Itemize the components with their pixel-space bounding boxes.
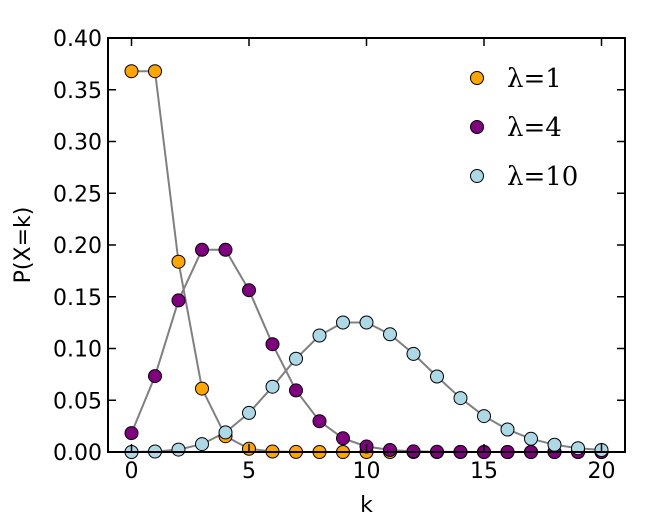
data-point	[124, 426, 139, 441]
data-point	[265, 337, 280, 352]
data-point	[312, 414, 327, 429]
legend-marker	[470, 120, 484, 134]
data-point	[242, 405, 256, 420]
data-point	[312, 328, 327, 343]
data-point	[430, 369, 444, 384]
x-tick-label: 5	[242, 459, 256, 484]
series-line-1	[130, 248, 602, 453]
x-tick-label: 10	[353, 459, 381, 484]
data-point	[406, 346, 421, 361]
y-axis-label: P(X=k)	[11, 207, 36, 284]
data-point	[171, 293, 186, 308]
data-point	[148, 369, 162, 384]
x-tick-label: 20	[588, 459, 616, 484]
x-tick-label: 0	[125, 459, 139, 484]
legend: λ=1 λ=4 λ=10	[470, 64, 578, 192]
y-tick-label: 0.25	[53, 182, 102, 207]
x-tick-label: 15	[470, 459, 498, 484]
data-point	[242, 283, 256, 298]
data-point	[195, 381, 209, 396]
data-point	[359, 315, 374, 330]
plot-frame	[107, 37, 626, 453]
y-tick-label: 0.00	[53, 441, 102, 466]
data-point	[124, 64, 139, 79]
data-point	[336, 431, 350, 446]
legend-label: λ=10	[507, 162, 578, 192]
data-point	[500, 422, 515, 437]
y-tick-label: 0.15	[53, 286, 102, 311]
data-point	[547, 437, 562, 452]
data-point	[383, 443, 397, 457]
legend-label: λ=4	[507, 113, 562, 143]
data-point	[477, 409, 491, 424]
legend-label: λ=1	[507, 64, 562, 94]
data-point	[148, 64, 162, 79]
data-point	[265, 379, 280, 394]
y-tick-label: 0.35	[53, 79, 102, 104]
data-point	[336, 315, 350, 330]
x-axis-label: k	[360, 493, 373, 518]
y-axis-ticks: 0.00 0.05 0.10 0.15 0.20 0.25 0.30 0.35 0.40	[53, 27, 625, 466]
data-point	[289, 351, 303, 366]
y-tick-label: 0.05	[53, 389, 102, 414]
data-point	[171, 442, 186, 457]
data-point	[453, 391, 468, 406]
data-point	[218, 242, 233, 257]
y-tick-label: 0.40	[53, 27, 102, 52]
data-point	[195, 242, 209, 257]
data-point	[218, 425, 233, 440]
y-tick-label: 0.10	[53, 338, 102, 363]
legend-marker	[470, 71, 484, 85]
data-point	[171, 254, 186, 269]
data-point	[195, 437, 209, 452]
data-point	[383, 327, 397, 342]
y-tick-label: 0.20	[53, 234, 102, 259]
x-axis-ticks: 0 5 10 15 20	[125, 38, 616, 484]
data-point	[289, 383, 303, 398]
legend-marker	[470, 169, 484, 183]
data-point	[524, 431, 538, 446]
y-tick-label: 0.30	[53, 131, 102, 156]
